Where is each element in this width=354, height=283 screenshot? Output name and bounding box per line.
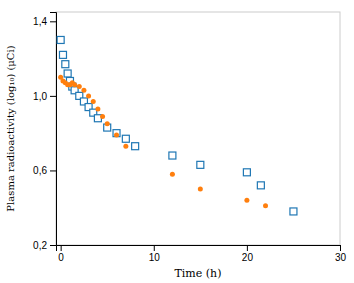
y-axis-line <box>50 13 57 246</box>
square-point <box>290 208 297 215</box>
x-tick-label: 30 <box>335 252 347 263</box>
square-point <box>113 130 120 137</box>
x-tick: 10 <box>149 245 161 263</box>
y-tick-mark <box>50 245 56 246</box>
y-tick-label: 1,0 <box>33 91 47 102</box>
x-axis-title: Time (h) <box>175 267 222 280</box>
dot-point <box>91 99 96 104</box>
x-tick-mark <box>154 245 155 251</box>
dot-point <box>114 133 119 138</box>
dot-point <box>72 82 77 87</box>
square-point <box>169 152 176 159</box>
square-point <box>197 161 204 168</box>
y-axis-title: Plasma radioactivity (log₁₀) (μCi) <box>5 45 16 211</box>
x-tick: 30 <box>335 245 347 263</box>
plot: 0 10 20 30 0,2 0,6 1,0 1,4 <box>33 12 346 263</box>
chart: 0 10 20 30 0,2 0,6 1,0 1,4 Time (h) Plasma radioa… <box>0 0 354 283</box>
y-tick-mark <box>50 21 56 22</box>
y-tick-mark <box>50 96 56 97</box>
square-point <box>57 36 64 43</box>
dot-point <box>123 144 128 149</box>
series <box>57 36 297 214</box>
y-axis: 0,2 0,6 1,0 1,4 <box>33 13 56 251</box>
y-tick-label: 1,4 <box>33 16 47 27</box>
square-point <box>62 61 69 68</box>
x-tick-mark <box>340 245 341 251</box>
x-tick-mark <box>61 245 62 251</box>
y-tick: 1,4 <box>33 16 56 27</box>
x-tick-mark <box>247 245 248 251</box>
dot-point <box>198 187 203 192</box>
square-point <box>132 143 139 150</box>
x-tick: 0 <box>58 245 64 263</box>
dot-point <box>95 106 100 111</box>
series <box>58 75 268 209</box>
y-tick: 0,6 <box>33 165 56 176</box>
dot-point <box>170 172 175 177</box>
dot-point <box>81 88 86 93</box>
x-tick-label: 20 <box>242 252 254 263</box>
y-tick-label: 0,2 <box>33 240 47 251</box>
dot-point <box>263 203 268 208</box>
marks <box>57 36 297 214</box>
square-point <box>59 51 66 58</box>
dot-point <box>244 198 249 203</box>
y-tick: 0,2 <box>33 240 56 251</box>
y-tick: 1,0 <box>33 91 56 102</box>
square-point <box>64 70 71 77</box>
square-point <box>257 182 264 189</box>
y-tick-label: 0,6 <box>33 165 47 176</box>
plot-frame <box>56 12 340 245</box>
x-axis: 0 10 20 30 <box>57 245 347 263</box>
dot-point <box>105 121 110 126</box>
y-tick-mark <box>50 170 56 171</box>
x-tick-label: 10 <box>149 252 161 263</box>
x-axis-line <box>57 246 341 252</box>
dot-point <box>86 93 91 98</box>
x-tick-label: 0 <box>58 252 64 263</box>
dot-point <box>100 114 105 119</box>
x-tick: 20 <box>242 245 254 263</box>
square-point <box>122 135 129 142</box>
dot-point <box>77 84 82 89</box>
square-point <box>243 169 250 176</box>
